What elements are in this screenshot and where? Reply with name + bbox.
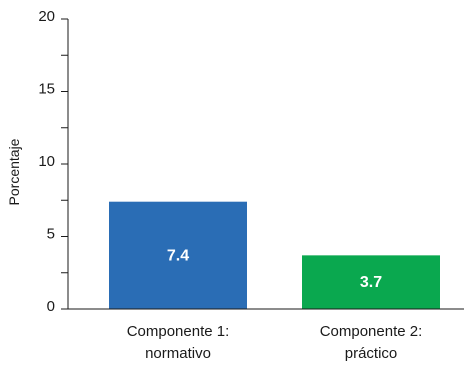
- y-tick-label: 20: [38, 8, 55, 25]
- y-tick-label: 0: [47, 298, 55, 315]
- y-axis-title: Porcentaje: [6, 138, 22, 205]
- x-axis: Componente 1: normativo Componente 2: práct…: [68, 308, 464, 362]
- x-tick-label-line: práctico: [345, 345, 398, 362]
- y-tick-label: 5: [47, 226, 55, 243]
- x-tick-label-line: Componente 2:: [320, 323, 423, 340]
- x-tick-label: Componente 2: práctico: [320, 323, 423, 362]
- bar: [109, 201, 247, 309]
- x-tick-label-line: Componente 1:: [127, 323, 230, 340]
- bar: [302, 255, 440, 309]
- y-tick-label: 10: [38, 153, 55, 170]
- x-tick-label-line: normativo: [145, 345, 211, 362]
- bar-data-label: 7.4: [167, 247, 189, 264]
- x-tick-label: Componente 1: normativo: [127, 323, 230, 362]
- y-tick-label: 15: [38, 81, 55, 98]
- y-axis: 0 5 10 15 20: [38, 8, 69, 315]
- bars: 7.4 3.7: [109, 201, 440, 309]
- bar-data-label: 3.7: [360, 274, 382, 291]
